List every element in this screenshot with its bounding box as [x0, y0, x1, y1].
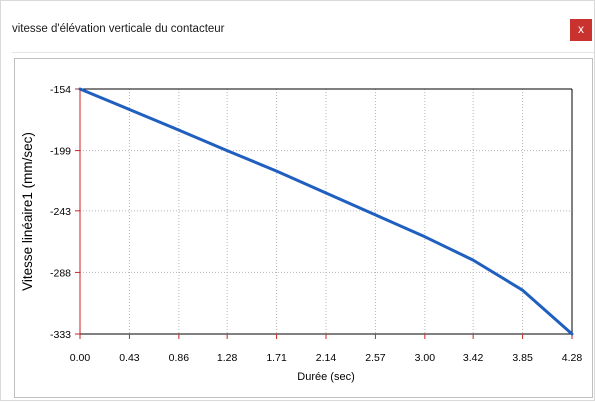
x-tick-label: 2.57	[365, 352, 386, 364]
y-tick-label: -243	[50, 206, 71, 218]
y-axis-title: Vitesse linéaire1 (mm/sec)	[20, 132, 35, 291]
y-tick-label: -333	[50, 329, 71, 341]
title-bar: vitesse d'élévation verticale du contact…	[1, 1, 594, 51]
x-tick-label: 0.86	[169, 352, 190, 364]
y-tick-label: -154	[50, 84, 71, 96]
grid-lines	[80, 89, 572, 334]
x-tick-label: 0.00	[70, 352, 91, 364]
series-group	[78, 87, 574, 336]
close-icon: x	[578, 22, 584, 36]
x-axis-title: Durée (sec)	[297, 371, 354, 383]
x-tick-label: 4.28	[562, 352, 583, 364]
x-tick-label: 3.85	[512, 352, 533, 364]
tick-labels: 0.00 0.43 0.86 1.28 1.71 2.14 2.57 3.00 3.42 3.85…	[50, 84, 582, 364]
x-tick-label: 3.42	[463, 352, 484, 364]
x-tick-label: 1.71	[266, 352, 287, 364]
x-tick-label: 2.14	[316, 352, 337, 364]
x-tick-label: 1.28	[217, 352, 238, 364]
x-tick-label: 0.43	[119, 352, 140, 364]
y-tick-label: -199	[50, 146, 71, 158]
title-separator	[12, 52, 594, 53]
series-line	[78, 87, 574, 336]
close-button[interactable]: x	[570, 19, 592, 41]
chart-panel	[14, 58, 593, 398]
y-tick-label: -288	[50, 267, 71, 279]
tick-marks	[75, 88, 573, 339]
x-tick-label: 3.00	[415, 352, 436, 364]
window-title: vitesse d'élévation verticale du contact…	[12, 23, 225, 35]
